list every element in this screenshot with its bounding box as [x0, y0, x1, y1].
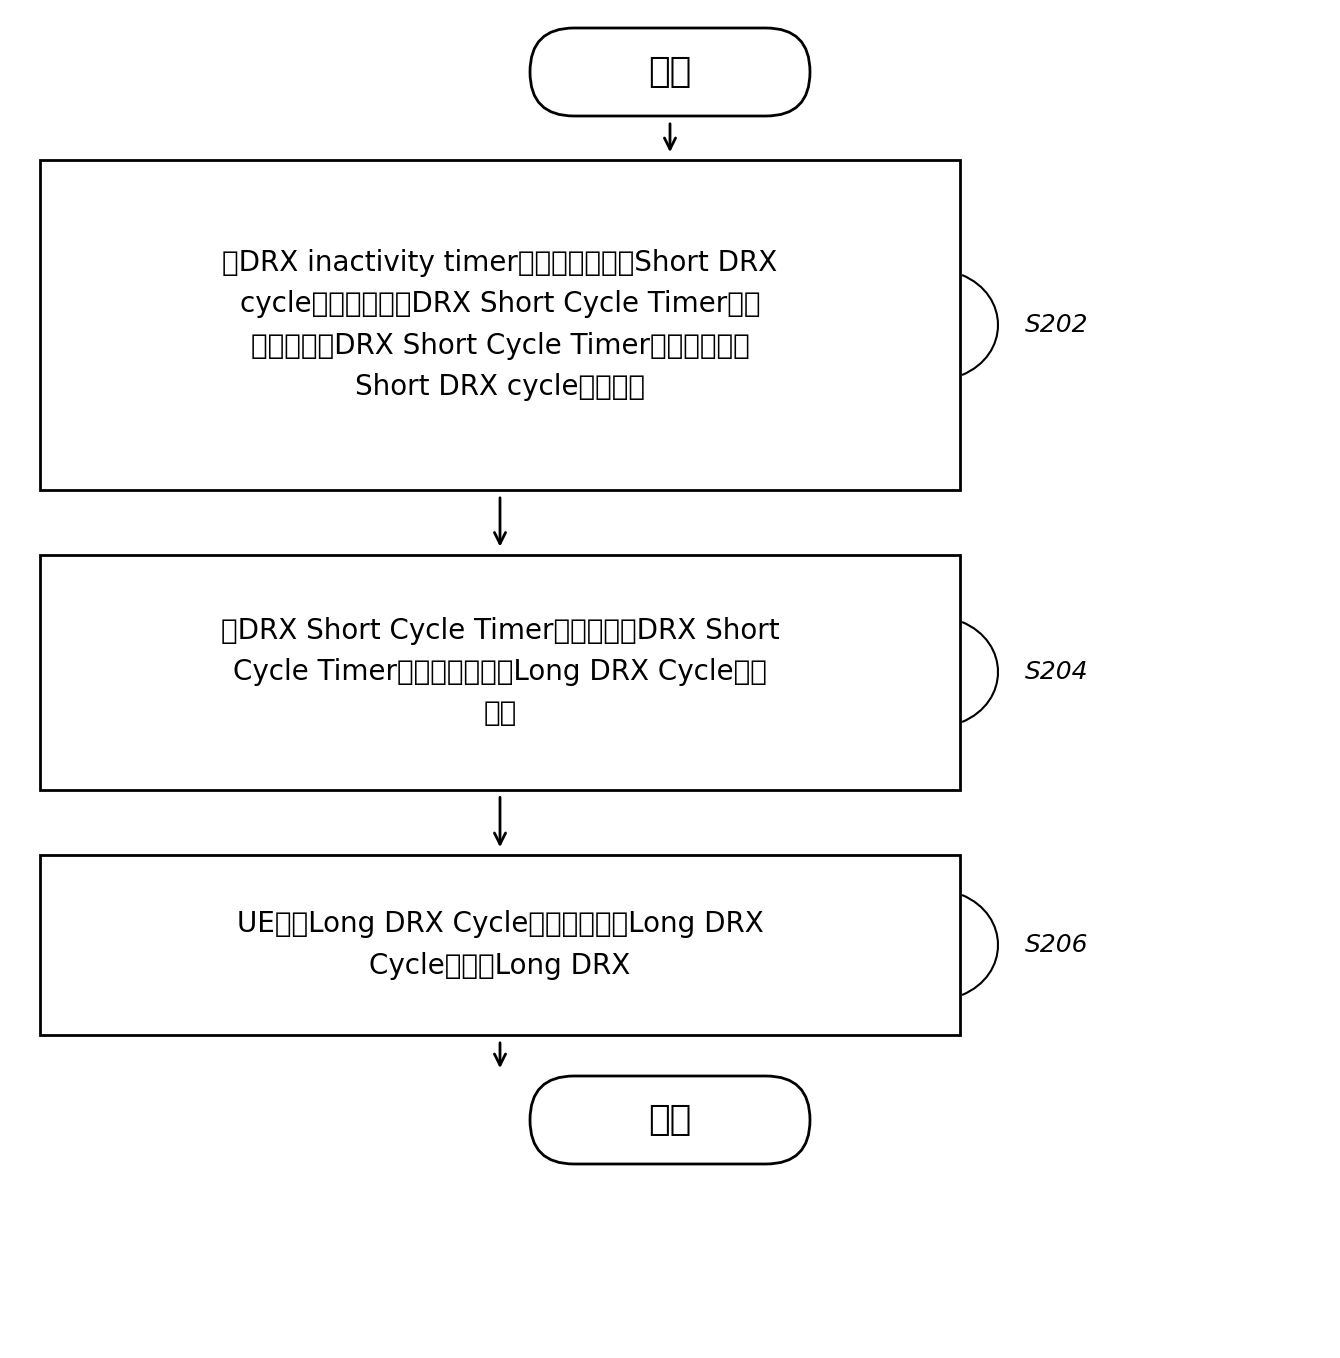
Text: S206: S206 — [1025, 933, 1088, 957]
Text: 当DRX Short Cycle Timer到时时，将DRX Short
Cycle Timer的终止时刻作为Long DRX Cycle的起
始点: 当DRX Short Cycle Timer到时时，将DRX Short Cyc… — [221, 617, 780, 727]
Bar — [40, 856, 959, 1035]
FancyBboxPatch shape — [531, 1076, 809, 1164]
Text: UE根据Long DRX Cycle的起始点启用Long DRX
Cycle控制的Long DRX: UE根据Long DRX Cycle的起始点启用Long DRX Cycle控制… — [237, 910, 764, 979]
Text: S202: S202 — [1025, 312, 1088, 337]
Text: 当DRX inactivity timer到时时，在预定Short DRX
cycle的起始点启动DRX Short Cycle Timer，其
中，预先将DR: 当DRX inactivity timer到时时，在预定Short DRX cy… — [222, 250, 777, 401]
Text: 开始: 开始 — [649, 56, 691, 90]
Bar — [40, 554, 959, 789]
Text: 结束: 结束 — [649, 1103, 691, 1137]
FancyBboxPatch shape — [531, 29, 809, 115]
Text: S204: S204 — [1025, 660, 1088, 684]
Bar — [40, 160, 959, 490]
